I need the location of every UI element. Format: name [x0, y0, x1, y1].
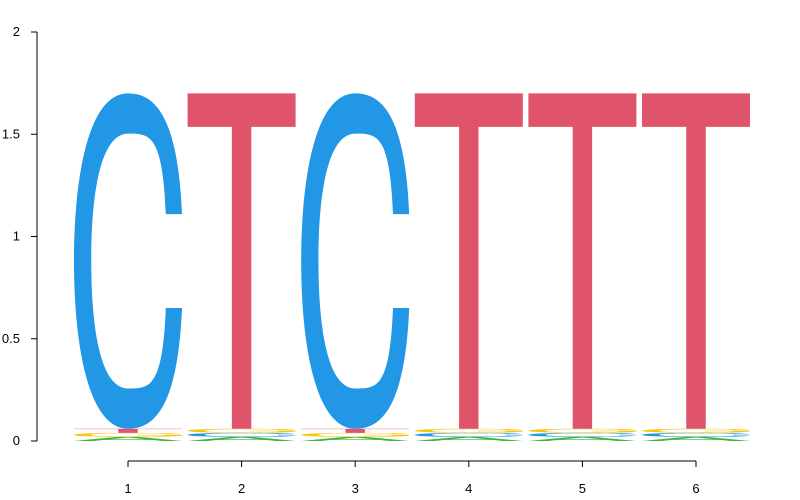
logo-letter-A-pos1 — [74, 436, 182, 441]
logo-letters — [74, 93, 750, 441]
logo-letter-C-pos2 — [187, 432, 296, 437]
x-tick-label: 1 — [124, 481, 131, 496]
logo-letter-A-pos5 — [528, 436, 637, 441]
logo-letter-G-pos2 — [187, 428, 296, 433]
y-tick-label: 2 — [13, 24, 20, 39]
logo-letter-T-pos1 — [74, 428, 182, 433]
logo-letter-T-pos4 — [414, 93, 523, 429]
logo-letter-A-pos6 — [642, 436, 750, 441]
logo-letter-C-pos6 — [642, 432, 750, 437]
logo-letter-T-pos6 — [642, 93, 750, 429]
logo-letter-G-pos5 — [528, 428, 637, 433]
logo-letter-C-pos5 — [528, 432, 637, 437]
logo-column-5 — [528, 93, 637, 441]
y-tick-label: 0 — [13, 433, 20, 448]
logo-letter-A-pos3 — [301, 436, 410, 441]
logo-letter-C-pos4 — [414, 432, 523, 437]
y-tick-label: 1.5 — [2, 126, 20, 141]
logo-letter-C-pos3 — [301, 93, 410, 429]
y-tick-label: 0.5 — [2, 331, 20, 346]
x-axis: 1 2 3 4 5 6 — [124, 460, 700, 496]
logo-letter-G-pos4 — [414, 428, 523, 433]
logo-letter-T-pos5 — [528, 93, 637, 429]
logo-column-4 — [414, 93, 523, 441]
logo-letter-A-pos2 — [187, 436, 296, 441]
logo-letter-G-pos6 — [642, 428, 750, 433]
logo-column-3 — [301, 93, 410, 441]
logo-column-2 — [187, 93, 296, 441]
x-tick-label: 6 — [692, 481, 699, 496]
x-tick-label: 4 — [465, 481, 472, 496]
logo-letter-T-pos3 — [301, 428, 410, 433]
logo-letter-T-pos2 — [187, 93, 296, 429]
logo-letter-C-pos1 — [74, 93, 182, 429]
logo-column-6 — [642, 93, 750, 441]
logo-letter-G-pos3 — [301, 432, 410, 437]
x-tick-label: 2 — [238, 481, 245, 496]
x-tick-label: 3 — [352, 481, 359, 496]
logo-letter-G-pos1 — [74, 432, 182, 437]
logo-column-1 — [74, 93, 182, 441]
x-tick-label: 5 — [579, 481, 586, 496]
y-axis: 0 0.5 1 1.5 2 — [2, 24, 38, 448]
logo-letter-A-pos4 — [414, 436, 523, 441]
y-tick-label: 1 — [13, 229, 20, 244]
